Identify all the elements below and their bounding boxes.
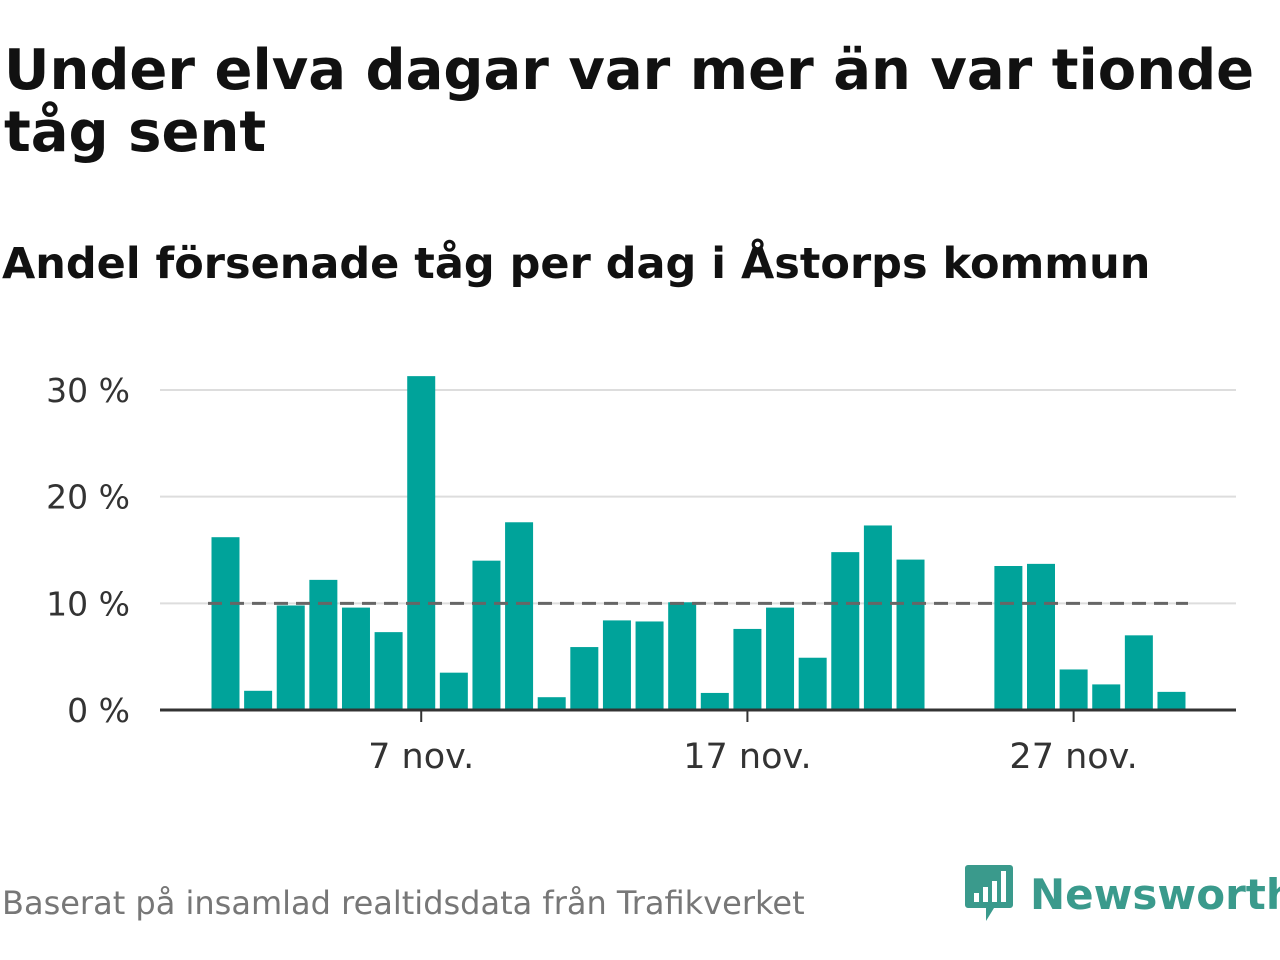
source-note: Baserat på insamlad realtidsdata från Tr… bbox=[2, 884, 805, 922]
bar bbox=[439, 672, 468, 710]
bar bbox=[896, 559, 925, 710]
bar bbox=[635, 621, 664, 710]
y-tick-label: 30 % bbox=[46, 371, 130, 410]
bar bbox=[733, 628, 762, 710]
bar bbox=[570, 647, 599, 710]
bar bbox=[472, 560, 501, 710]
x-tick-label: 17 nov. bbox=[683, 737, 811, 777]
bar bbox=[668, 602, 697, 710]
bar bbox=[863, 525, 892, 710]
brand-name: Newsworthy bbox=[1030, 869, 1280, 919]
bar bbox=[831, 552, 860, 710]
chart-title: Under elva dagar var mer än var tionde t… bbox=[4, 38, 1255, 165]
bar bbox=[1124, 635, 1153, 710]
bar bbox=[537, 697, 566, 710]
bar bbox=[244, 690, 273, 710]
bar bbox=[1059, 669, 1088, 710]
bar bbox=[505, 522, 534, 710]
bar bbox=[602, 620, 631, 710]
bar bbox=[309, 579, 338, 710]
bar bbox=[374, 632, 403, 710]
bar bbox=[276, 605, 305, 710]
chart-subtitle: Andel försenade tåg per dag i Åstorps ko… bbox=[2, 239, 1151, 289]
bar bbox=[341, 607, 370, 710]
bar bbox=[766, 607, 795, 710]
x-tick-label: 7 nov. bbox=[368, 737, 474, 777]
bar bbox=[211, 537, 240, 710]
bar bbox=[798, 657, 827, 710]
bar bbox=[1092, 684, 1121, 710]
bar bbox=[700, 692, 729, 710]
newsworthy-logo-icon bbox=[965, 865, 1013, 921]
y-tick-label: 20 % bbox=[46, 478, 130, 517]
brand: Newsworthy bbox=[964, 862, 1280, 926]
bar bbox=[407, 376, 436, 710]
x-tick-label: 27 nov. bbox=[1009, 737, 1137, 777]
bar bbox=[1027, 563, 1055, 710]
y-tick-label: 10 % bbox=[46, 584, 130, 623]
y-tick-label: 0 % bbox=[67, 691, 130, 730]
bar bbox=[994, 566, 1023, 710]
bar bbox=[1157, 691, 1186, 710]
